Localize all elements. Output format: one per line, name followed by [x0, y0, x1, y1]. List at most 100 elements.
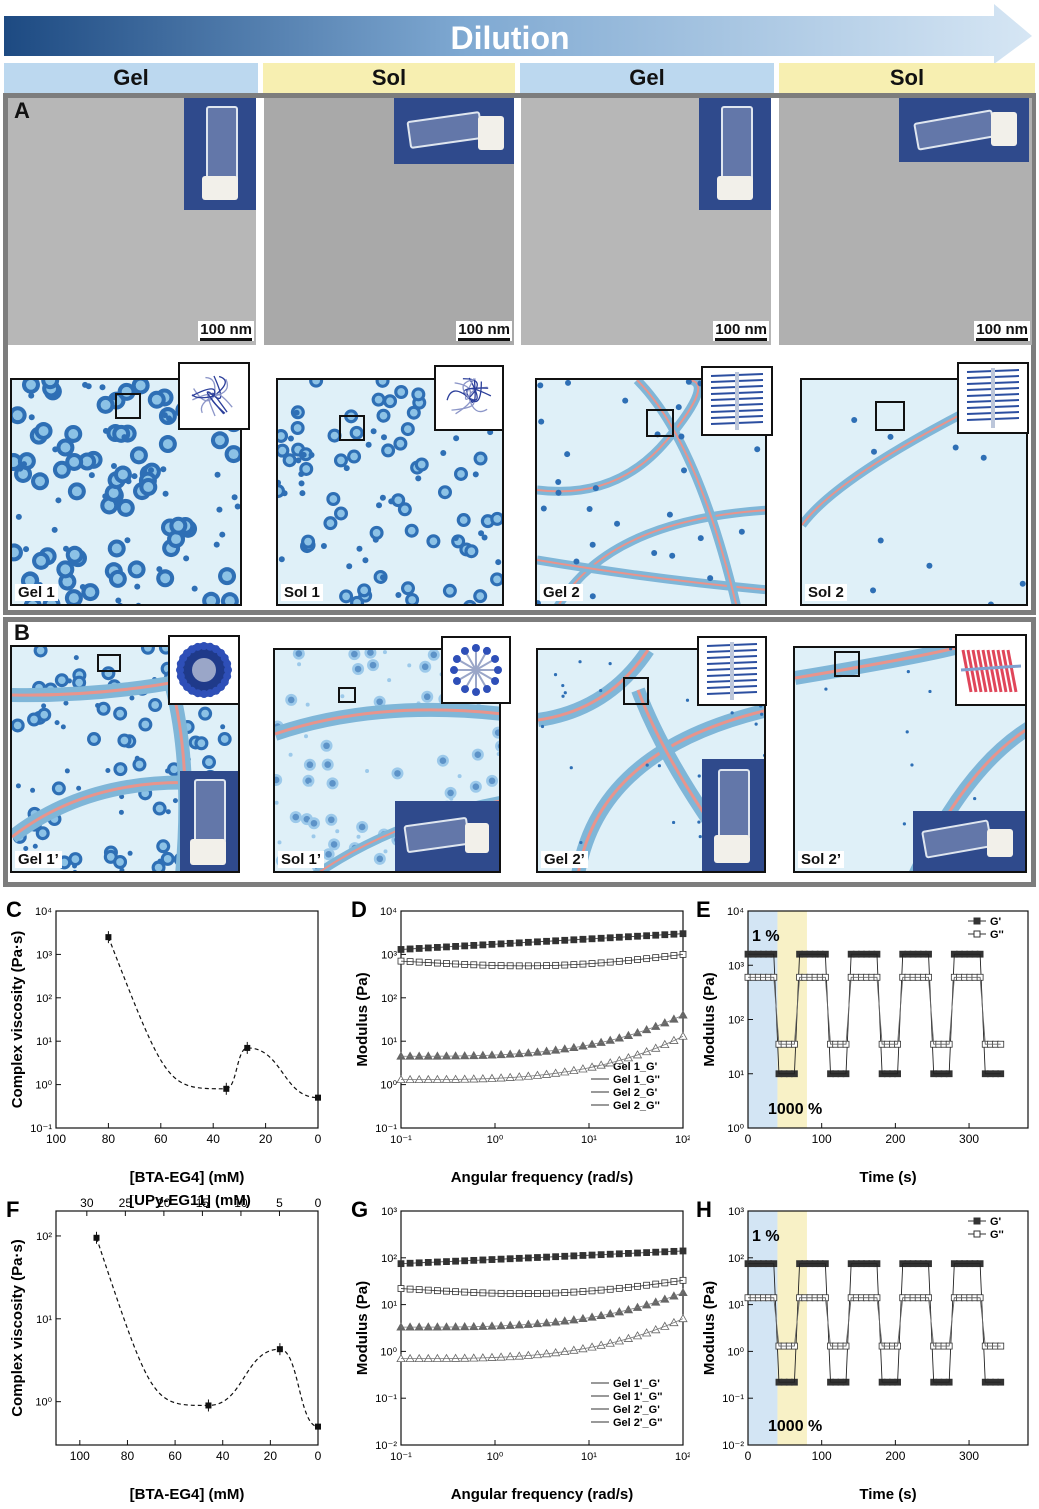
- monomer: [495, 559, 502, 566]
- micelle-core: [330, 841, 338, 848]
- micelle-core: [13, 721, 22, 730]
- series-line: [400, 1292, 684, 1328]
- y-axis-label: Complex viscosity (Pa·s): [9, 931, 26, 1109]
- micelle-core: [374, 395, 383, 404]
- monomer: [472, 471, 479, 478]
- monomer: [388, 498, 395, 505]
- data-point: [641, 1328, 652, 1337]
- y-tick-label: 10²: [381, 993, 397, 1005]
- data-point: [405, 1051, 415, 1060]
- micelle-core: [295, 650, 303, 657]
- micelle-core: [394, 496, 403, 505]
- monomer: [183, 555, 190, 562]
- polymer-strand: [462, 378, 476, 399]
- monomer: [148, 467, 155, 474]
- micelle-core: [285, 456, 294, 465]
- data-point: [414, 1051, 424, 1060]
- micelle-core: [312, 380, 320, 385]
- monomer: [304, 734, 309, 739]
- micelle-core: [278, 432, 285, 440]
- inset-fiber-red: [955, 634, 1027, 706]
- monomer: [278, 479, 282, 486]
- data-point: [223, 1085, 230, 1092]
- zoom-box: [339, 415, 365, 441]
- monomer: [298, 471, 305, 478]
- monomer: [308, 452, 315, 459]
- zoom-box: [646, 409, 674, 437]
- y-axis-label: Modulus (Pa): [701, 1281, 718, 1375]
- fiber-axis: [960, 664, 1022, 672]
- schematic-label-gel-2: Gel 2: [540, 584, 583, 601]
- micelle-core: [476, 454, 485, 463]
- micelle-core: [104, 500, 115, 511]
- data-point: [478, 1050, 488, 1059]
- micelle-core: [275, 776, 280, 784]
- micelle-core: [353, 598, 361, 604]
- y-tick-label: 10³: [728, 960, 744, 972]
- monomer: [297, 662, 302, 667]
- fiber-layer: [1006, 649, 1018, 693]
- monomer: [23, 846, 29, 852]
- micelle-core: [337, 456, 345, 465]
- y-tick-label: 10³: [36, 949, 52, 961]
- zoom-box: [623, 677, 649, 705]
- legend-label: Gel 2_G': [613, 1087, 658, 1099]
- y-tick-label: 10³: [381, 1206, 397, 1218]
- data-point: [396, 1322, 406, 1331]
- high-strain-band: [777, 911, 807, 1128]
- micelle-core: [135, 760, 144, 769]
- fiber-core: [537, 380, 700, 493]
- micelle-core: [201, 709, 209, 718]
- micelle-head: [200, 690, 209, 698]
- monomer: [540, 505, 547, 512]
- monomer: [21, 461, 28, 468]
- monomer: [452, 535, 459, 542]
- monomer: [356, 545, 363, 552]
- x-tick-label: 40: [216, 1449, 230, 1463]
- inset-stack-2: [957, 362, 1029, 434]
- inset-coil-1: [178, 362, 250, 430]
- monomer: [85, 383, 92, 390]
- polymer-strand: [468, 397, 488, 413]
- monomer: [110, 463, 117, 470]
- polymer-strand: [455, 397, 472, 415]
- arm-head: [471, 644, 480, 653]
- data-point: [441, 1051, 452, 1060]
- micelle-core: [154, 863, 163, 871]
- data-point: [459, 1322, 470, 1331]
- monomer: [407, 663, 412, 668]
- data-point: [423, 1322, 433, 1331]
- micelle-core: [112, 573, 123, 584]
- x-tick-label: 10⁻¹: [390, 1451, 412, 1463]
- monomer: [415, 475, 422, 482]
- monomer: [117, 602, 123, 604]
- monomer: [762, 753, 764, 757]
- monomer: [102, 427, 109, 434]
- monomer: [387, 678, 392, 683]
- micelle-core: [214, 435, 225, 446]
- zoom-box: [97, 654, 121, 672]
- micelle-core: [116, 765, 125, 773]
- monomer: [589, 593, 596, 600]
- micelle-core: [69, 549, 80, 560]
- monomer: [698, 834, 702, 839]
- micelle-core: [12, 547, 19, 558]
- data-point: [450, 1074, 461, 1083]
- fiber: [275, 702, 499, 741]
- y-tick-label: 10¹: [381, 1036, 397, 1048]
- panel-label: D: [351, 897, 367, 922]
- monomer: [220, 724, 226, 730]
- monomer: [287, 435, 294, 442]
- legend-label: Gel 2'_G': [613, 1404, 660, 1416]
- monomer: [537, 600, 541, 604]
- monomer: [95, 703, 101, 709]
- legend-label: G'': [990, 1229, 1004, 1241]
- micelle-core: [379, 411, 388, 420]
- x-tick-label: 10¹: [581, 1451, 597, 1463]
- monomer: [288, 752, 293, 757]
- monomer: [440, 449, 447, 456]
- micelle-core: [100, 399, 111, 410]
- panel-b-frame: [3, 617, 1036, 887]
- x2-tick-label: 0: [315, 1196, 322, 1210]
- data-point: [432, 1074, 443, 1083]
